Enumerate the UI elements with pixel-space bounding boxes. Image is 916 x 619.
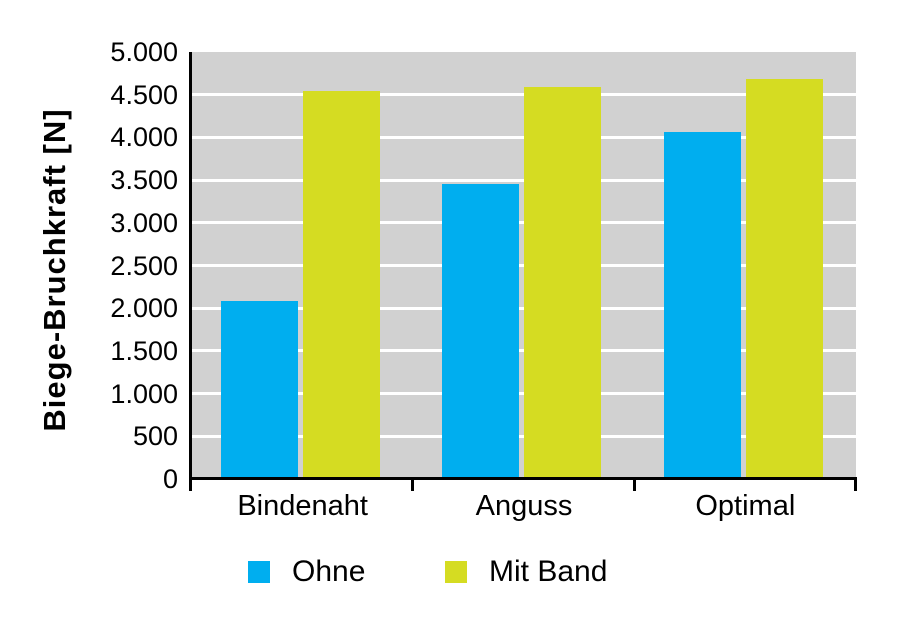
x-axis-tick	[854, 479, 857, 491]
y-tick-label-2-500: 2.500	[110, 250, 178, 281]
legend-label-mit-band: Mit Band	[489, 555, 608, 588]
y-tick-label-4-000: 4.000	[110, 122, 178, 153]
gridline	[192, 178, 856, 182]
y-tick-label-1-500: 1.500	[110, 335, 178, 366]
legend-item-mit-band: Mit Band	[445, 555, 608, 588]
y-tick-label-0: 0	[162, 464, 178, 494]
x-category-label-optimal: Optimal	[695, 490, 796, 522]
gridline	[192, 221, 856, 225]
x-axis-tick	[632, 479, 636, 491]
x-axis-tick	[411, 479, 415, 491]
y-tick-label-500: 500	[132, 421, 178, 452]
y-tick-label-2-000: 2.000	[110, 293, 178, 324]
x-category-label-bindenaht: Bindenaht	[237, 490, 368, 522]
legend-swatch-ohne	[248, 561, 270, 583]
gridline	[192, 306, 856, 310]
bar-mit-band-bindenaht	[303, 91, 380, 479]
x-category-label-anguss: Anguss	[475, 490, 573, 522]
bar-ohne-optimal	[663, 132, 741, 479]
x-axis-line	[189, 477, 857, 480]
gridline	[192, 392, 856, 396]
gridline	[192, 264, 856, 267]
y-axis-line	[189, 52, 192, 491]
y-tick-label-5-000: 5.000	[110, 37, 178, 67]
y-tick-label-3-000: 3.000	[110, 207, 178, 238]
legend-swatch-mit-band	[445, 561, 467, 583]
y-tick-label-4-500: 4.500	[110, 79, 178, 110]
bar-mit-band-anguss	[524, 87, 602, 479]
legend-label-ohne: Ohne	[292, 555, 366, 588]
y-tick-label-3-500: 3.500	[110, 165, 178, 196]
gridline	[192, 135, 856, 139]
y-axis-title: Biege-Bruchkraft [N]	[37, 108, 72, 432]
gridline	[192, 93, 856, 97]
gridline	[192, 349, 856, 353]
legend-item-ohne: Ohne	[248, 555, 366, 588]
bar-ohne-bindenaht	[221, 301, 298, 479]
y-tick-label-1-000: 1.000	[110, 378, 178, 409]
bar-ohne-anguss	[442, 184, 520, 479]
plot-area	[192, 52, 856, 479]
bar-mit-band-optimal	[745, 79, 823, 479]
gridline	[192, 434, 856, 438]
